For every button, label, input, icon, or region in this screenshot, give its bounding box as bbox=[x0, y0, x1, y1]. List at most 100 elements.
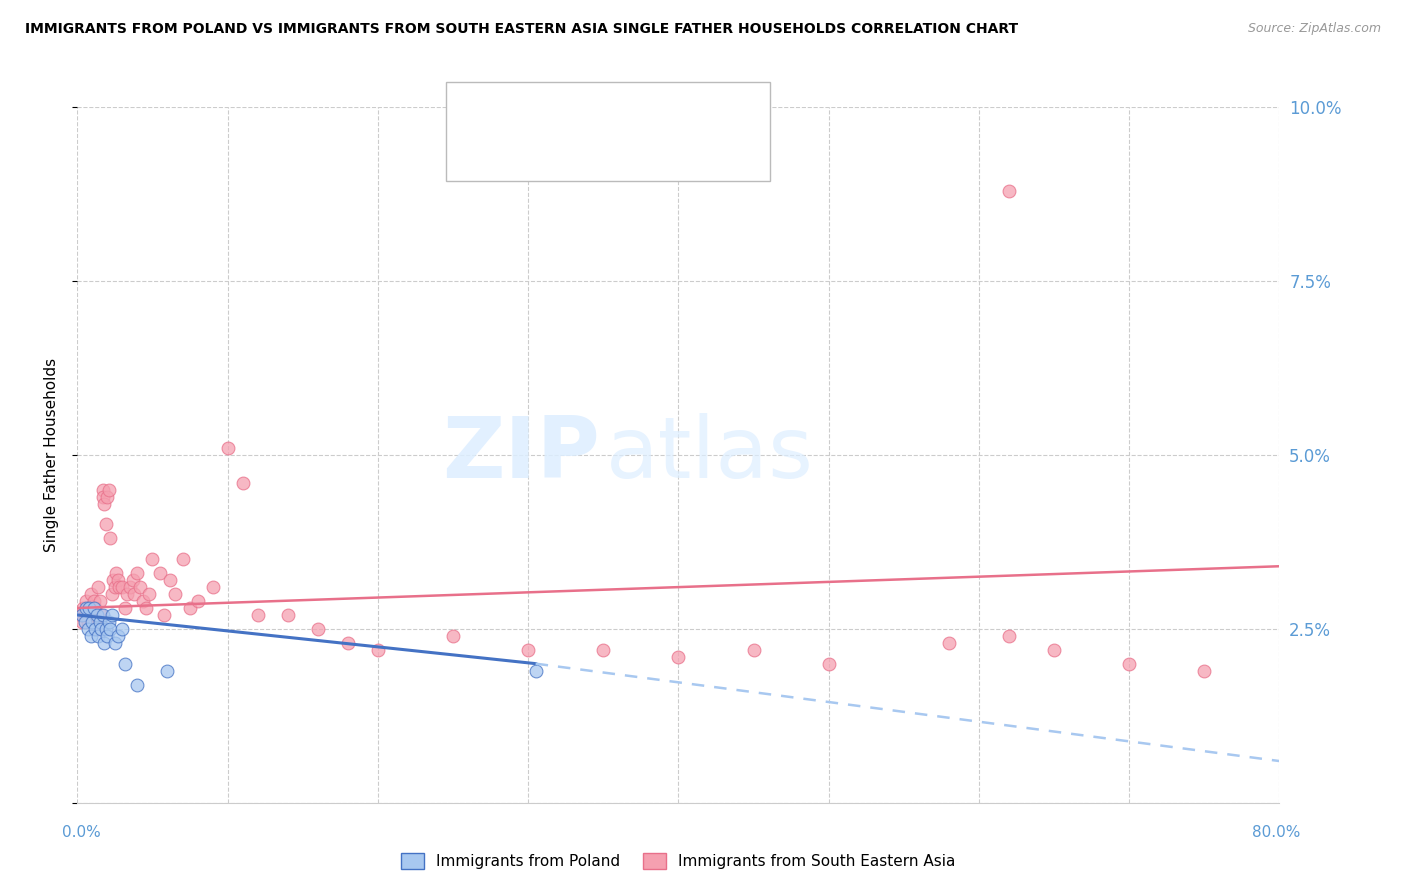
Point bbox=[80, 587, 103, 601]
Point bbox=[100, 532, 122, 546]
Point bbox=[336, 636, 359, 650]
Point bbox=[76, 622, 98, 636]
Text: N = 27: N = 27 bbox=[675, 103, 725, 118]
Point bbox=[1194, 664, 1216, 678]
Point bbox=[111, 622, 134, 636]
Point bbox=[69, 607, 91, 622]
Point bbox=[104, 580, 127, 594]
Point bbox=[127, 566, 149, 581]
Point bbox=[96, 490, 118, 504]
Point bbox=[172, 552, 194, 566]
Point bbox=[817, 657, 839, 671]
Point bbox=[156, 664, 179, 678]
Text: N = 67: N = 67 bbox=[675, 152, 725, 167]
Point bbox=[149, 566, 172, 581]
Point bbox=[101, 587, 124, 601]
Point bbox=[91, 490, 114, 504]
Point bbox=[127, 677, 149, 691]
Point bbox=[97, 483, 120, 497]
Point bbox=[998, 629, 1021, 643]
Point bbox=[524, 664, 547, 678]
Point bbox=[94, 622, 117, 636]
Point bbox=[517, 642, 540, 657]
Point bbox=[82, 615, 104, 629]
Point bbox=[103, 573, 125, 587]
Point bbox=[217, 441, 239, 455]
Point bbox=[90, 622, 112, 636]
Point bbox=[107, 629, 129, 643]
Point bbox=[73, 607, 96, 622]
Point bbox=[201, 580, 224, 594]
Point bbox=[159, 573, 181, 587]
Point bbox=[1043, 642, 1066, 657]
FancyBboxPatch shape bbox=[446, 82, 770, 181]
Text: 0.0%: 0.0% bbox=[62, 825, 101, 839]
Point bbox=[742, 642, 765, 657]
Point bbox=[97, 615, 120, 629]
Text: atlas: atlas bbox=[606, 413, 814, 497]
Point bbox=[79, 601, 101, 615]
Point bbox=[87, 580, 110, 594]
Text: ZIP: ZIP bbox=[443, 413, 600, 497]
Point bbox=[998, 184, 1021, 198]
Point bbox=[91, 483, 114, 497]
Point bbox=[592, 642, 614, 657]
Point bbox=[84, 622, 107, 636]
Point bbox=[84, 601, 107, 615]
Point bbox=[104, 636, 127, 650]
Point bbox=[87, 629, 110, 643]
Point bbox=[114, 601, 136, 615]
Point bbox=[72, 601, 94, 615]
Point bbox=[93, 497, 115, 511]
Point bbox=[75, 601, 97, 615]
Point bbox=[76, 615, 98, 629]
Point bbox=[668, 649, 690, 664]
Point bbox=[86, 622, 108, 636]
Point bbox=[124, 587, 146, 601]
Point bbox=[93, 636, 115, 650]
Point bbox=[153, 607, 176, 622]
Point bbox=[132, 594, 155, 608]
Point bbox=[118, 580, 141, 594]
Point bbox=[1118, 657, 1140, 671]
Point bbox=[89, 594, 111, 608]
Point bbox=[232, 475, 254, 490]
Point bbox=[163, 587, 186, 601]
Point bbox=[86, 607, 108, 622]
Point bbox=[135, 601, 157, 615]
Point bbox=[115, 587, 138, 601]
Point bbox=[75, 594, 97, 608]
Point bbox=[107, 573, 129, 587]
Bar bbox=[456, 94, 489, 127]
Point bbox=[141, 552, 163, 566]
Text: IMMIGRANTS FROM POLAND VS IMMIGRANTS FROM SOUTH EASTERN ASIA SINGLE FATHER HOUSE: IMMIGRANTS FROM POLAND VS IMMIGRANTS FRO… bbox=[25, 22, 1018, 37]
Point bbox=[246, 607, 269, 622]
Point bbox=[82, 607, 104, 622]
Point bbox=[179, 601, 201, 615]
Point bbox=[105, 566, 128, 581]
Point bbox=[89, 615, 111, 629]
Point bbox=[122, 573, 145, 587]
Text: 80.0%: 80.0% bbox=[1253, 825, 1301, 839]
Text: R = -0.320: R = -0.320 bbox=[502, 103, 591, 118]
Point bbox=[83, 601, 105, 615]
Y-axis label: Single Father Households: Single Father Households bbox=[44, 358, 59, 552]
Point bbox=[96, 629, 118, 643]
Point bbox=[79, 601, 101, 615]
Legend: Immigrants from Poland, Immigrants from South Eastern Asia: Immigrants from Poland, Immigrants from … bbox=[395, 847, 962, 875]
Point bbox=[114, 657, 136, 671]
Point bbox=[111, 580, 134, 594]
Point bbox=[94, 517, 117, 532]
Text: Source: ZipAtlas.com: Source: ZipAtlas.com bbox=[1247, 22, 1381, 36]
Point bbox=[70, 607, 93, 622]
Point bbox=[129, 580, 152, 594]
Point bbox=[108, 580, 131, 594]
Point bbox=[100, 622, 122, 636]
Point bbox=[70, 615, 93, 629]
Point bbox=[83, 594, 105, 608]
Point bbox=[91, 607, 114, 622]
Point bbox=[187, 594, 209, 608]
Point bbox=[367, 642, 389, 657]
Text: R =  0.075: R = 0.075 bbox=[502, 152, 591, 167]
Point bbox=[441, 629, 464, 643]
